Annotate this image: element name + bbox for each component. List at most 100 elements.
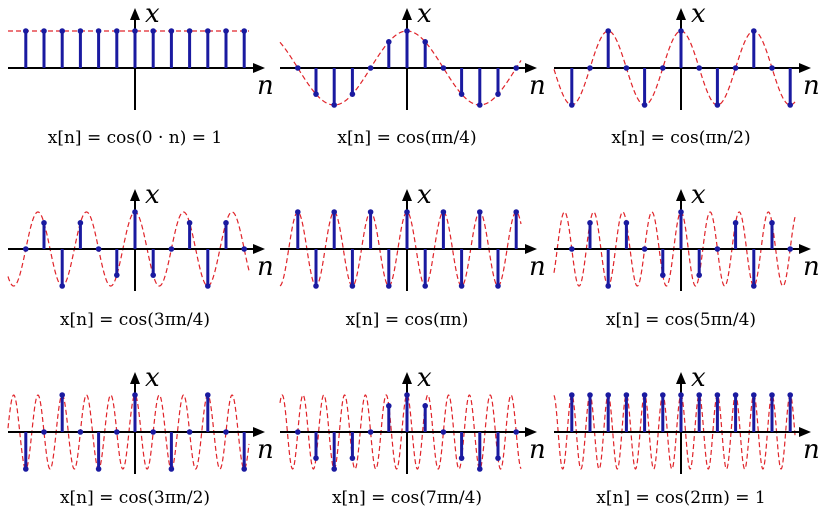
stem-plot-panel: x n x[n] = cos(7πn/4) xyxy=(279,363,546,508)
stem-marker xyxy=(77,220,84,226)
stem-marker xyxy=(349,283,356,289)
stem-marker xyxy=(186,220,193,226)
stem-marker xyxy=(132,28,138,34)
x-axis-arrow xyxy=(676,8,686,20)
x-axis-label: x xyxy=(145,0,160,29)
stem-marker xyxy=(495,283,501,289)
n-axis-arrow xyxy=(253,244,265,254)
stem-marker xyxy=(440,429,447,435)
x-axis-label: x xyxy=(691,0,706,29)
x-axis-label: x xyxy=(417,0,432,29)
stem-marker xyxy=(623,392,630,398)
stem-marker xyxy=(223,220,229,226)
stem-marker xyxy=(114,28,120,34)
stem-marker xyxy=(751,283,757,289)
stem-plot-panel: x n x[n] = cos(0 · n) = 1 xyxy=(8,0,274,148)
stem-marker xyxy=(168,246,175,252)
stem-marker xyxy=(386,39,392,45)
stem-marker xyxy=(660,65,666,71)
stem-marker xyxy=(367,65,374,71)
stem-marker xyxy=(223,28,229,34)
stem-marker xyxy=(367,429,374,435)
stem-marker xyxy=(386,283,392,289)
n-axis-label: n xyxy=(529,252,546,282)
plot-caption: x[n] = cos(0 · n) = 1 xyxy=(48,128,222,148)
stem-marker xyxy=(569,392,575,398)
stem-marker xyxy=(587,220,593,226)
stem-marker xyxy=(787,246,793,252)
stem-marker xyxy=(295,209,301,215)
stem-marker xyxy=(458,283,465,289)
stem-marker xyxy=(732,392,739,398)
stem-marker xyxy=(241,466,247,472)
stem-marker xyxy=(23,466,29,472)
stem-plot-panel: x n x[n] = cos(πn/2) xyxy=(553,0,820,148)
stem-marker xyxy=(295,429,301,435)
stem-marker xyxy=(587,392,593,398)
plot-caption: x[n] = cos(πn/2) xyxy=(611,128,750,148)
stem-marker xyxy=(59,392,65,398)
stem-marker xyxy=(41,429,47,435)
x-axis-label: x xyxy=(417,180,432,210)
stem-marker xyxy=(513,209,519,215)
stem-marker xyxy=(386,403,392,409)
stem-marker xyxy=(751,392,757,398)
x-axis-label: x xyxy=(145,180,160,210)
stem-marker xyxy=(477,466,483,472)
stem-plot-panel: x n x[n] = cos(πn) xyxy=(279,180,546,330)
stem-marker xyxy=(440,65,447,71)
x-axis-arrow xyxy=(402,372,412,384)
stem-marker xyxy=(95,28,102,34)
n-axis-arrow xyxy=(253,63,265,73)
stem-marker xyxy=(769,65,775,71)
n-axis-label: n xyxy=(529,435,546,465)
stem-marker xyxy=(95,466,102,472)
n-axis-label: n xyxy=(257,71,274,101)
n-axis-label: n xyxy=(803,71,820,101)
plot-caption: x[n] = cos(7πn/4) xyxy=(332,488,482,508)
stem-marker xyxy=(168,466,175,472)
stem-marker xyxy=(678,392,684,398)
plot-caption: x[n] = cos(3πn/4) xyxy=(60,310,210,330)
stem-marker xyxy=(623,220,630,226)
stem-marker xyxy=(23,246,29,252)
stem-marker xyxy=(569,246,575,252)
x-axis-label: x xyxy=(691,363,706,393)
stem-marker xyxy=(404,209,410,215)
stem-marker xyxy=(205,392,211,398)
stem-marker xyxy=(186,429,193,435)
stem-marker xyxy=(696,65,702,71)
stem-marker xyxy=(714,246,721,252)
stem-marker xyxy=(678,28,684,34)
continuous-cosine-curve xyxy=(553,211,796,287)
stem-marker xyxy=(132,392,138,398)
n-axis-arrow xyxy=(525,244,537,254)
stem-marker xyxy=(440,209,447,215)
stem-plot-panel: x n x[n] = cos(5πn/4) xyxy=(553,180,820,330)
plot-caption: x[n] = cos(πn) xyxy=(346,310,469,330)
stem-marker xyxy=(77,28,84,34)
stem-marker xyxy=(513,65,519,71)
n-axis-label: n xyxy=(803,252,820,282)
continuous-cosine-curve xyxy=(7,394,250,470)
stem-marker xyxy=(349,91,356,97)
stem-plot-panel: x n x[n] = cos(3πn/2) xyxy=(7,363,274,508)
stem-marker xyxy=(458,91,465,97)
stem-marker xyxy=(495,455,501,461)
stem-marker xyxy=(331,209,338,215)
x-axis-arrow xyxy=(676,372,686,384)
n-axis-label: n xyxy=(803,435,820,465)
n-axis-label: n xyxy=(257,435,274,465)
n-axis-arrow xyxy=(799,244,811,254)
stem-marker xyxy=(641,392,648,398)
stem-marker xyxy=(150,28,156,34)
stem-marker xyxy=(367,209,374,215)
stem-marker xyxy=(769,220,775,226)
stem-marker xyxy=(623,65,630,71)
stem-marker xyxy=(59,28,65,34)
n-axis-arrow xyxy=(253,427,265,437)
plot-caption: x[n] = cos(5πn/4) xyxy=(606,310,756,330)
x-axis-arrow xyxy=(130,8,140,20)
stem-marker xyxy=(696,272,702,278)
plot-caption: x[n] = cos(2πn) = 1 xyxy=(596,488,765,508)
